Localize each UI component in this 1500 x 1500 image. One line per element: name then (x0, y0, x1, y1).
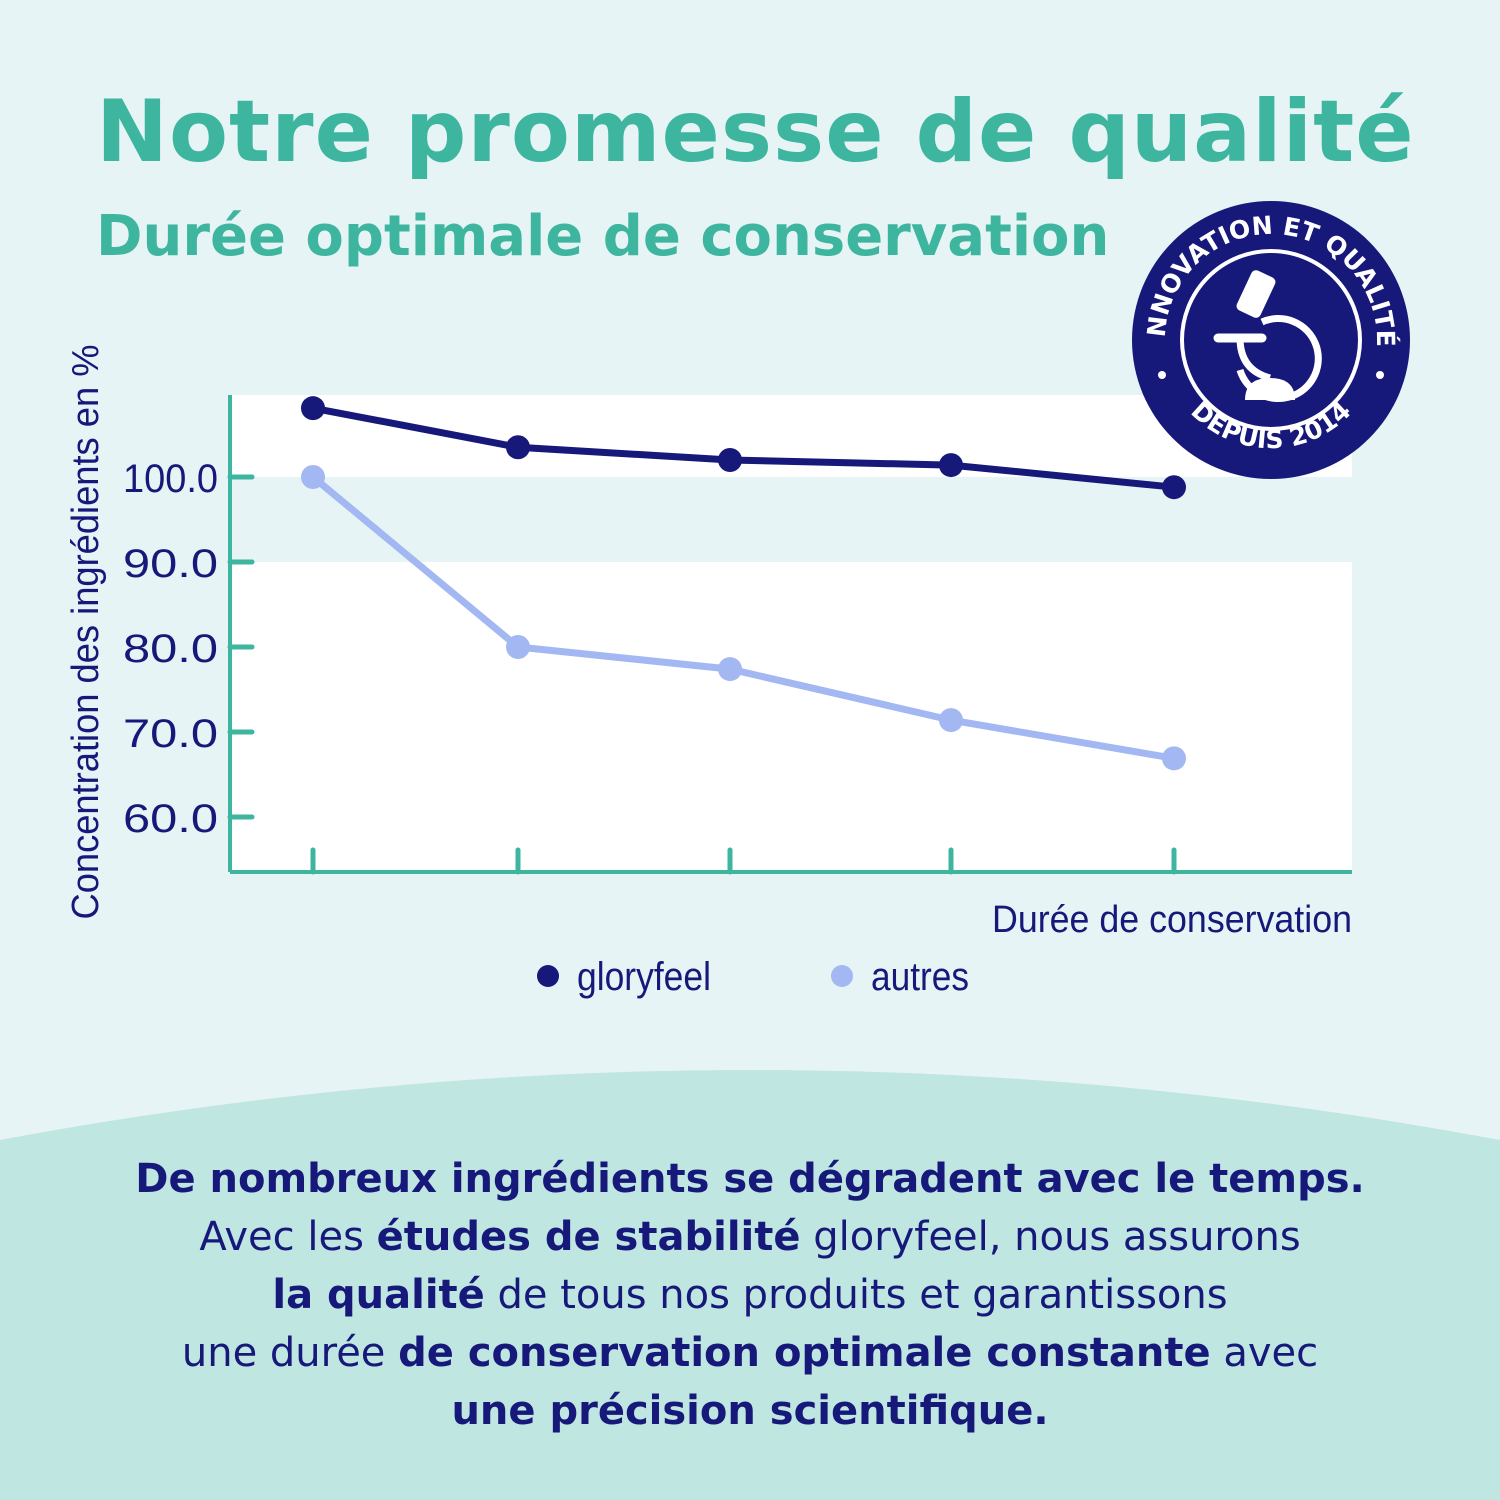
text-segment: Avec les (199, 1214, 377, 1260)
legend-label: gloryfeel (577, 955, 711, 999)
page-title: Notre promesse de qualité (96, 82, 1415, 182)
bold-text: De nombreux ingrédients se dégradent ave… (135, 1156, 1365, 1202)
y-tick-label: 70.0 (123, 712, 218, 756)
bold-text: études de stabilité (376, 1214, 801, 1260)
bottom-panel (0, 1070, 1500, 1500)
description-text: De nombreux ingrédients se dégradent ave… (0, 1150, 1500, 1440)
y-tick-label: 80.0 (123, 627, 218, 671)
text-segment: une durée (181, 1330, 399, 1376)
legend-label: autres (871, 955, 969, 999)
y-tick-label: 100.0 (123, 457, 218, 501)
data-point-autres (1162, 746, 1186, 771)
text-segment: avec (1210, 1330, 1319, 1376)
description-line: une précision scientifique. (0, 1382, 1500, 1440)
plot-band (230, 562, 1352, 872)
data-point-gloryfeel (939, 453, 963, 478)
legend-marker (831, 965, 853, 987)
data-point-gloryfeel (301, 396, 325, 421)
text-segment: de tous nos produits et garantissons (484, 1272, 1228, 1318)
text-segment: gloryfeel, nous assurons (800, 1214, 1301, 1260)
data-point-autres (301, 465, 325, 489)
legend: gloryfeel autres (537, 955, 969, 999)
bold-text: de conservation optimale constante (398, 1330, 1211, 1376)
bold-text: la qualité (272, 1272, 485, 1318)
data-point-gloryfeel (506, 435, 530, 460)
y-tick-label: 90.0 (123, 542, 218, 586)
data-point-autres (506, 635, 530, 659)
data-point-autres (939, 708, 963, 733)
description-line: Avec les études de stabilité gloryfeel, … (0, 1208, 1500, 1266)
description-line: la qualité de tous nos produits et garan… (0, 1266, 1500, 1324)
bold-text: une précision scientifique. (451, 1388, 1049, 1434)
y-tick-label: 60.0 (123, 797, 218, 841)
data-point-gloryfeel (718, 448, 742, 472)
x-axis-label: Durée de conservation (992, 899, 1352, 941)
data-point-autres (718, 657, 742, 682)
description-line: une durée de conservation optimale const… (0, 1324, 1500, 1382)
y-axis-label: Concentration des ingrédients en % (65, 345, 107, 920)
data-point-gloryfeel (1162, 475, 1186, 500)
page-subtitle: Durée optimale de conservation (96, 204, 1110, 269)
legend-marker (537, 965, 559, 987)
description-line: De nombreux ingrédients se dégradent ave… (0, 1150, 1500, 1208)
microscope-icon (1213, 270, 1322, 403)
